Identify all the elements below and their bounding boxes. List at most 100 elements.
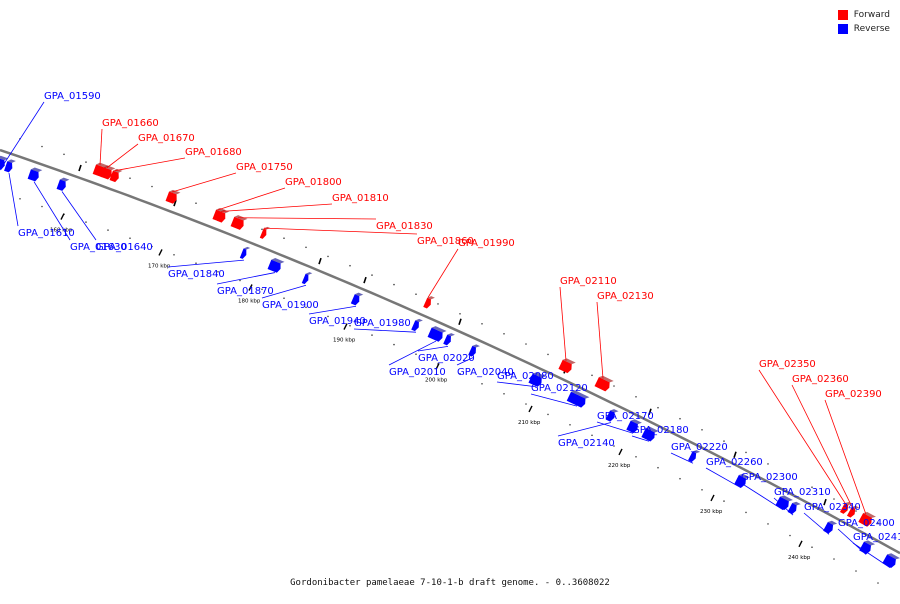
genome-backbone bbox=[0, 148, 900, 555]
feature-mark bbox=[458, 318, 462, 326]
forward-gene-9 bbox=[558, 358, 576, 374]
tick-label-4: 200 kbp bbox=[425, 377, 448, 383]
feature-mark bbox=[78, 164, 82, 172]
forward-gene-3 bbox=[165, 189, 181, 204]
reverse-gene-20-label: GPA_02310 bbox=[774, 487, 831, 498]
reverse-gene-9-leader bbox=[388, 340, 437, 366]
reverse-gene-13-leader bbox=[530, 393, 578, 407]
reverse-gene-12-label: GPA_02080 bbox=[497, 371, 554, 382]
forward-gene-2-shade bbox=[112, 168, 123, 173]
reverse-gene-12-body bbox=[528, 373, 542, 387]
reverse-gene-20-shade bbox=[792, 501, 801, 506]
feature-mark bbox=[823, 498, 827, 506]
reverse-gene-0-shade bbox=[0, 155, 9, 161]
track-dot bbox=[833, 498, 835, 500]
forward-gene-6-body bbox=[230, 216, 244, 230]
reverse-gene-20 bbox=[787, 501, 801, 515]
reverse-gene-23 bbox=[882, 553, 900, 569]
track-dot bbox=[261, 228, 263, 231]
track-dot bbox=[195, 202, 197, 204]
track-dot bbox=[217, 271, 219, 273]
track-dot bbox=[811, 546, 813, 548]
reverse-gene-20-body bbox=[787, 503, 797, 515]
reverse-gene-2-body bbox=[27, 169, 39, 182]
forward-gene-8-label: GPA_01990 bbox=[458, 238, 515, 249]
reverse-gene-18-shade bbox=[738, 473, 751, 479]
reverse-gene-14 bbox=[605, 409, 619, 422]
forward-gene-6 bbox=[230, 215, 248, 230]
reverse-gene-6-label: GPA_01900 bbox=[262, 300, 319, 311]
reverse-gene-0-leader bbox=[0, 101, 45, 171]
tick-label-6: 220 kbp bbox=[608, 463, 631, 469]
reverse-gene-19-shade bbox=[780, 495, 793, 502]
reverse-gene-5-shade bbox=[271, 258, 285, 264]
reverse-gene-15-leader bbox=[596, 421, 634, 434]
reverse-gene-10-leader bbox=[417, 346, 449, 352]
reverse-gene-5-leader bbox=[216, 272, 276, 285]
track-dot bbox=[525, 403, 527, 405]
forward-gene-5-body bbox=[216, 211, 226, 223]
reverse-gene-15-body bbox=[626, 420, 638, 434]
track-dot bbox=[415, 353, 417, 356]
track-dot bbox=[635, 396, 637, 398]
track-dot bbox=[745, 511, 747, 514]
forward-gene-7-leader bbox=[263, 227, 418, 235]
reverse-gene-1-label: GPA_01610 bbox=[18, 228, 75, 239]
reverse-gene-3-shade bbox=[59, 177, 70, 182]
reverse-gene-0-label: GPA_01590 bbox=[44, 91, 101, 102]
tick-mark bbox=[435, 363, 440, 370]
reverse-gene-13-label: GPA_02120 bbox=[531, 383, 588, 394]
track-dot bbox=[393, 283, 395, 286]
forward-gene-13-shade bbox=[863, 511, 876, 518]
reverse-gene-2-label: GPA_01630 bbox=[70, 242, 127, 253]
track-dot bbox=[481, 323, 483, 325]
legend-reverse-label: Reverse bbox=[853, 24, 890, 34]
track-dot bbox=[657, 466, 659, 469]
reverse-gene-13-body bbox=[566, 391, 586, 408]
reverse-gene-14-label: GPA_02140 bbox=[558, 438, 615, 449]
track-dot bbox=[459, 313, 461, 315]
track-dot bbox=[327, 255, 329, 258]
track-dot bbox=[789, 474, 791, 477]
reverse-gene-9-body bbox=[427, 327, 443, 342]
reverse-gene-23-label: GPA_02410 bbox=[853, 532, 900, 543]
reverse-gene-14-body bbox=[605, 410, 615, 422]
reverse-gene-15-label: GPA_02170 bbox=[597, 411, 654, 422]
tick-mark bbox=[343, 323, 348, 330]
reverse-gene-16-label: GPA_02180 bbox=[632, 425, 689, 436]
reverse-gene-3-leader bbox=[61, 191, 97, 241]
track-dot bbox=[107, 229, 109, 231]
forward-gene-10-body bbox=[594, 377, 610, 392]
track-dot bbox=[41, 145, 43, 148]
reverse-gene-23-leader bbox=[852, 542, 891, 568]
tick-mark bbox=[248, 284, 253, 291]
forward-gene-6-label: GPA_01830 bbox=[376, 221, 433, 232]
forward-gene-7-body bbox=[259, 228, 267, 239]
reverse-gene-7-leader bbox=[308, 305, 357, 315]
forward-gene-4-leader bbox=[217, 187, 286, 211]
track-dot bbox=[723, 440, 725, 442]
reverse-gene-17-label: GPA_02220 bbox=[671, 442, 728, 453]
reverse-gene-5-body bbox=[267, 259, 281, 273]
forward-gene-0-leader bbox=[99, 128, 103, 166]
reverse-gene-6-body bbox=[301, 273, 309, 285]
track-dot bbox=[437, 303, 439, 305]
track-dot bbox=[547, 413, 549, 416]
track-dot bbox=[855, 510, 857, 512]
reverse-gene-2-leader bbox=[33, 181, 71, 241]
reverse-gene-17-shade bbox=[692, 450, 701, 454]
track-dot bbox=[547, 353, 549, 356]
forward-gene-10-label: GPA_02130 bbox=[597, 291, 654, 302]
legend-reverse: Reverse bbox=[837, 24, 890, 34]
forward-gene-0-label: GPA_01660 bbox=[102, 118, 159, 129]
reverse-gene-6-shade bbox=[305, 272, 313, 275]
reverse-gene-22-label: GPA_02400 bbox=[838, 518, 895, 529]
track-dot bbox=[811, 486, 813, 489]
track-dot bbox=[283, 297, 285, 300]
forward-gene-5-leader bbox=[221, 203, 333, 212]
track-dot bbox=[503, 393, 505, 395]
reverse-gene-15-shade bbox=[630, 419, 642, 425]
forward-gene-3-label: GPA_01750 bbox=[236, 162, 293, 173]
forward-gene-8-body bbox=[423, 297, 431, 309]
reverse-gene-10-shade bbox=[447, 333, 455, 337]
